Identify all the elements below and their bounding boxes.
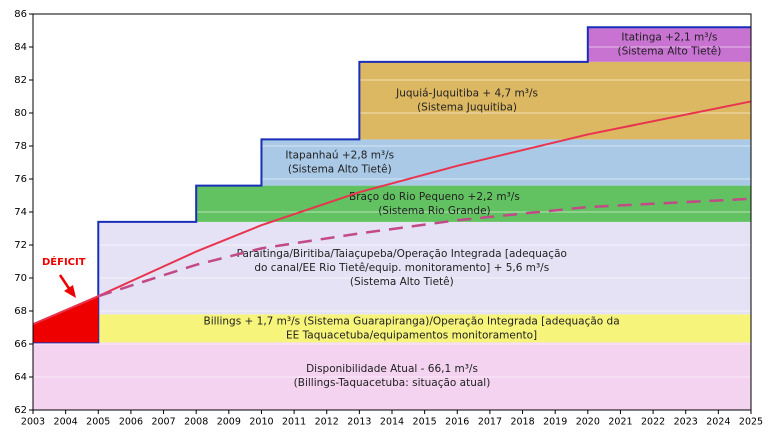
x-tick-label: 2005: [86, 417, 110, 428]
deficit-area: [33, 296, 99, 343]
x-tick-label: 2004: [54, 417, 78, 428]
y-tick-label: 78: [14, 141, 27, 152]
x-tick-label: 2006: [119, 417, 143, 428]
band-label: Itapanhaú +2,8 m³/s: [285, 150, 394, 162]
y-tick-label: 66: [14, 339, 27, 350]
x-tick-label: 2003: [21, 417, 45, 428]
x-tick-label: 2015: [413, 417, 437, 428]
band-label: Juquiá-Juquitiba + 4,7 m³/s: [395, 88, 538, 100]
band-label: (Sistema Alto Tietê): [288, 164, 392, 176]
x-tick-label: 2024: [706, 417, 730, 428]
y-tick-label: 72: [14, 240, 27, 251]
x-tick-label: 2011: [282, 417, 306, 428]
deficit-arrow: [58, 274, 72, 291]
band-label: Billings + 1,7 m³/s (Sistema Guarapirang…: [204, 315, 620, 327]
capacity-band: [359, 61, 751, 140]
y-tick-label: 80: [14, 108, 27, 119]
band-label: (Billings-Taquacetuba: situação atual): [294, 377, 491, 389]
capacity-band: [98, 314, 752, 343]
band-label: do canal/EE Rio Tietê/equip. monitoramen…: [254, 262, 549, 274]
x-tick-label: 2022: [641, 417, 665, 428]
y-tick-label: 62: [14, 405, 27, 416]
x-tick-label: 2010: [249, 417, 273, 428]
x-tick-label: 2020: [576, 417, 600, 428]
capacity-band: [587, 27, 751, 62]
x-tick-label: 2007: [151, 417, 175, 428]
band-label: (Sistema Rio Grande): [378, 205, 490, 217]
x-tick-label: 2025: [739, 417, 763, 428]
y-tick-label: 68: [14, 306, 27, 317]
deficit-arrowhead: [64, 285, 76, 298]
demand-line: [97, 197, 752, 298]
deficit-label: DÉFICIT: [42, 255, 86, 268]
x-tick-label: 2018: [510, 417, 534, 428]
demand-line: [32, 100, 752, 326]
x-tick-label: 2021: [608, 417, 632, 428]
x-tick-label: 2014: [380, 417, 404, 428]
band-label: Braço do Rio Pequeno +2,2 m³/s: [349, 191, 520, 203]
band-label: (Sistema Alto Tietê): [350, 276, 454, 288]
x-tick-label: 2017: [478, 417, 502, 428]
x-tick-label: 2016: [445, 417, 469, 428]
band-label: Paraitinga/Biritiba/Taiaçupeba/Operação …: [237, 248, 567, 260]
band-label: (Sistema Juquitiba): [417, 102, 517, 114]
y-tick-label: 64: [14, 372, 27, 383]
y-tick-label: 82: [14, 75, 27, 86]
band-label: Itatinga +2,1 m³/s: [621, 32, 717, 44]
x-tick-label: 2009: [217, 417, 241, 428]
base-band: [33, 342, 751, 410]
x-tick-label: 2023: [674, 417, 698, 428]
x-tick-label: 2008: [184, 417, 208, 428]
x-tick-label: 2013: [347, 417, 371, 428]
x-tick-label: 2019: [543, 417, 567, 428]
x-tick-label: 2012: [315, 417, 339, 428]
band-label: EE Taquacetuba/equipamentos monitorament…: [286, 329, 537, 341]
y-tick-label: 70: [14, 273, 27, 284]
capacity-band: [261, 139, 751, 186]
y-tick-label: 86: [14, 9, 27, 20]
band-label: Disponibilidade Atual - 66,1 m³/s: [306, 363, 478, 375]
band-label: (Sistema Alto Tietê): [617, 46, 721, 58]
y-tick-label: 84: [14, 42, 27, 53]
y-tick-label: 76: [14, 174, 27, 185]
y-tick-label: 74: [14, 207, 27, 218]
capacity-band: [98, 221, 752, 315]
